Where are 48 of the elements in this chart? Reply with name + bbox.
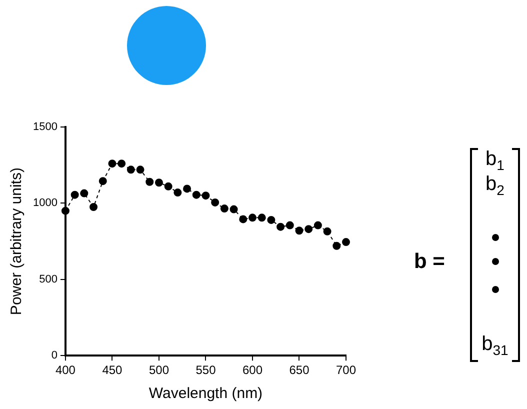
y-tick-label: 500 [39,273,58,286]
point [314,221,322,230]
x-tick-label: 400 [55,363,76,378]
text: b$_{2}$ [484,173,506,198]
point [230,205,238,214]
point [174,188,182,197]
point [164,182,172,190]
point [323,227,332,236]
point [202,192,210,200]
point [211,198,220,206]
point [183,184,192,193]
y-axis-title: Power (arbitrary units) [8,168,26,316]
point [61,206,70,215]
point [239,215,248,224]
x-tick-label: 600 [242,363,263,378]
point [108,160,116,168]
text: b = [414,250,445,274]
point [276,222,285,231]
y-tick-label: 1500 [32,121,58,134]
x-tick-label: 650 [289,363,310,378]
point [154,178,163,187]
point [146,178,154,186]
point [248,214,256,222]
point [126,166,135,174]
x-axis-title: Wavelength (nm) [148,385,263,402]
point [118,160,126,168]
point [98,177,107,186]
point [220,204,228,213]
text: b$_{1}$ [484,148,506,173]
point [70,190,79,199]
point [258,214,266,222]
y-tick-label: 1000 [32,197,58,210]
point [332,242,341,250]
x-tick-label: 500 [148,363,170,378]
point [267,216,276,224]
point [136,166,144,174]
point [90,203,98,212]
point [286,221,294,230]
point [192,190,200,199]
point [295,226,304,235]
point [342,238,350,246]
x-tick-label: 550 [196,363,216,378]
y-tick-label: 0 [51,350,58,362]
x-tick-label: 700 [336,363,356,378]
x-tick-label: 450 [102,363,123,378]
point [80,189,88,198]
point [304,225,313,234]
text: b$_{31}$ [480,333,510,358]
